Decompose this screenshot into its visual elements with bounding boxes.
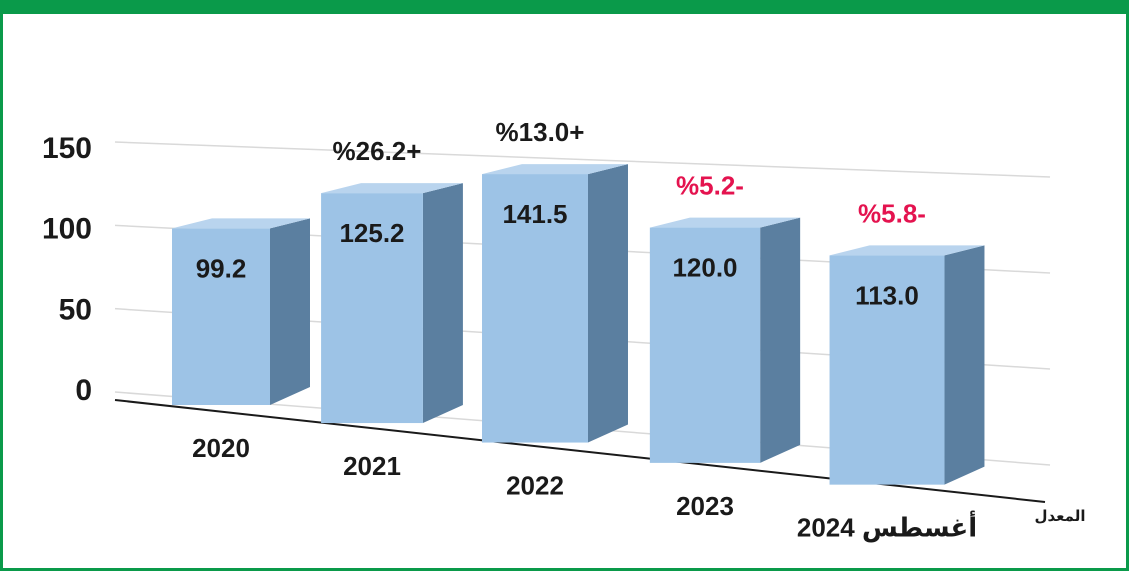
x-tick-label: 2020 xyxy=(192,433,250,463)
y-tick-label: 0 xyxy=(75,374,92,407)
value-label: 125.2 xyxy=(339,218,404,248)
bar-top xyxy=(482,164,628,175)
bar-side xyxy=(422,183,463,424)
bar xyxy=(649,227,761,463)
bar xyxy=(172,228,270,405)
x-axis xyxy=(114,399,1046,503)
grid-line xyxy=(114,141,1051,178)
bar-top xyxy=(649,217,801,228)
bar xyxy=(829,255,945,485)
y-tick-label: 100 xyxy=(42,213,92,246)
header-bar xyxy=(0,0,1129,14)
y-tick-label: 150 xyxy=(42,132,92,165)
bar-top xyxy=(829,245,985,256)
change-label: %13.0+ xyxy=(496,117,585,147)
value-label: 113.0 xyxy=(855,280,919,310)
axis-label: المعدل xyxy=(1035,508,1086,525)
value-label: 99.2 xyxy=(196,253,247,283)
bar-top xyxy=(172,218,310,229)
bar-side xyxy=(270,218,310,405)
value-label: 120.0 xyxy=(672,252,737,282)
x-tick-label: 2023 xyxy=(676,491,734,521)
x-tick-label: 2021 xyxy=(343,451,401,481)
x-tick-label: 2022 xyxy=(506,470,564,500)
value-label: 141.5 xyxy=(502,199,567,229)
bar-side xyxy=(760,217,801,463)
bar-top xyxy=(321,183,463,194)
change-label: %5.8- xyxy=(858,198,926,228)
bar xyxy=(482,174,588,443)
x-tick-label: أغسطس 2024 xyxy=(797,511,977,543)
change-label: %5.2- xyxy=(676,170,744,200)
y-tick-label: 50 xyxy=(59,293,92,326)
bar-side xyxy=(944,245,985,485)
bar-side xyxy=(587,164,628,443)
change-label: %26.2+ xyxy=(333,136,422,166)
bar xyxy=(321,193,423,424)
